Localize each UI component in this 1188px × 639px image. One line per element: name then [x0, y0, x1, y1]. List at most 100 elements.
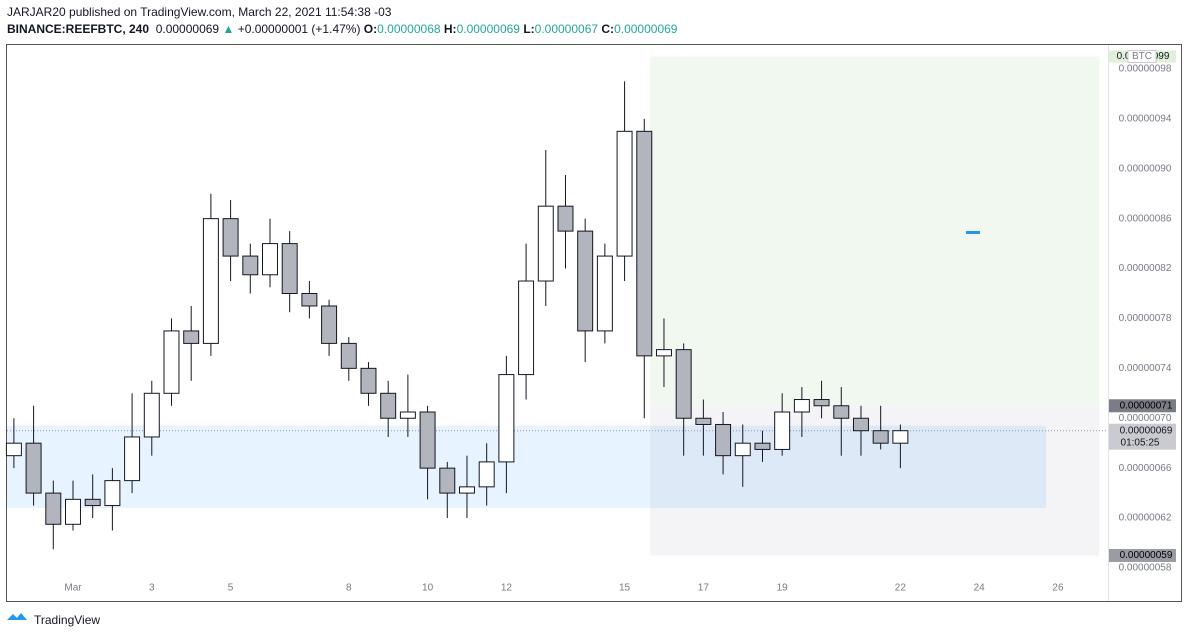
target-unit: BTC	[1132, 51, 1152, 62]
candle-body	[163, 330, 180, 394]
candle-body	[557, 205, 574, 232]
x-tick-label: 17	[698, 583, 710, 594]
x-tick-label: 24	[974, 583, 986, 594]
candle-body	[439, 467, 456, 494]
current-box	[1109, 423, 1176, 450]
symbol: BINANCE:REEFBTC, 240	[7, 22, 150, 36]
candle-body	[498, 374, 515, 463]
candle-body	[183, 330, 200, 344]
range-box	[7, 425, 1047, 509]
candle-body	[262, 243, 278, 276]
target-zone	[650, 56, 1100, 406]
unit-badge	[1127, 49, 1157, 63]
candle-body	[380, 392, 397, 419]
x-tick-label: 26	[1052, 583, 1064, 594]
publish-text: JARJAR20 published on TradingView.com, M…	[7, 5, 392, 19]
candle-body	[104, 480, 121, 507]
l-label: L:	[523, 22, 535, 36]
candle-body	[124, 436, 141, 482]
candle-body	[143, 392, 160, 438]
candle-body	[636, 130, 653, 357]
y-tick-label: 0.00000062	[1119, 513, 1172, 524]
ohlc-line: BINANCE:REEFBTC, 240 0.00000069 ▲ +0.000…	[7, 22, 677, 36]
y-tick-label: 0.00000086	[1119, 213, 1172, 224]
publish-line: JARJAR20 published on TradingView.com, M…	[7, 5, 391, 19]
y-tick-label: 0.00000070	[1119, 413, 1172, 424]
candle-body	[793, 399, 810, 413]
candle-body	[833, 405, 850, 419]
h: 0.00000069	[456, 22, 520, 36]
candle-body	[577, 230, 594, 332]
candle-body	[655, 349, 672, 357]
candle-body	[734, 442, 751, 457]
c: 0.00000069	[614, 22, 678, 36]
y-tick-label: 0.00000082	[1119, 263, 1172, 274]
candle-body	[892, 430, 909, 444]
last: 0.00000069	[155, 22, 220, 36]
candle-body	[340, 342, 357, 369]
x-tick-label: 19	[777, 583, 789, 594]
candle-body	[301, 292, 318, 307]
candle-body	[360, 367, 377, 394]
frame	[6, 44, 1182, 602]
change: +0.00000001 (+1.47%)	[237, 22, 361, 36]
entry-label: 0.00000071	[1120, 400, 1173, 411]
y-tick-label: 0.00000058	[1119, 563, 1172, 574]
o: 0.00000068	[377, 22, 441, 36]
x-tick-label: 8	[346, 583, 352, 594]
candle-body	[45, 492, 62, 525]
y-tick-label: 0.00000066	[1119, 463, 1172, 474]
y-tick-label: 0.00000098	[1119, 64, 1172, 75]
candle-body	[222, 218, 239, 257]
blue-dash	[966, 231, 980, 234]
x-tick-label: 5	[228, 583, 234, 594]
candle-body	[281, 243, 298, 294]
candle-body	[458, 486, 475, 494]
y-tick-label: 0.00000090	[1119, 163, 1172, 174]
o-label: O:	[363, 22, 378, 36]
candle-body	[5, 442, 22, 457]
brand: TradingView	[34, 613, 100, 627]
candle-body	[419, 411, 436, 469]
candle-body	[84, 498, 101, 507]
x-tick-label: 3	[149, 583, 155, 594]
candle-body	[518, 280, 535, 376]
candle-body	[242, 255, 259, 276]
current-label: 0.00000069	[1120, 425, 1173, 436]
candle-body	[596, 255, 613, 332]
candle-body	[399, 411, 416, 419]
x-tick-label: 10	[422, 583, 434, 594]
arrow: ▲	[222, 22, 235, 36]
candle-body	[774, 411, 791, 450]
candle-body	[65, 498, 81, 525]
candle-body	[537, 205, 554, 282]
y-tick-label: 0.00000074	[1119, 363, 1172, 374]
x-tick-label: 15	[619, 583, 631, 594]
candle-body	[715, 423, 732, 457]
x-tick-label: Mar	[64, 583, 82, 594]
candle-body	[852, 417, 869, 432]
y-tick-label: 0.00000078	[1119, 313, 1172, 324]
stop-label: 0.00000059	[1120, 550, 1173, 561]
l: 0.00000067	[534, 22, 599, 36]
c-label: C:	[601, 22, 615, 36]
countdown: 01:05:25	[1121, 437, 1160, 448]
candle-body	[675, 349, 692, 419]
candle-body	[872, 430, 889, 444]
x-tick-label: 12	[501, 583, 513, 594]
y-tick-label: 0.00000094	[1119, 113, 1172, 124]
entry-box	[1109, 399, 1176, 413]
candle-body	[25, 442, 42, 494]
candle-body	[202, 218, 219, 344]
candle-body	[478, 461, 495, 488]
candle-body	[813, 399, 830, 407]
x-tick-label: 22	[895, 583, 907, 594]
stop-box	[1109, 548, 1176, 562]
logo	[7, 613, 27, 620]
candle-body	[754, 442, 771, 450]
candle-body	[321, 305, 338, 344]
candle-body	[616, 130, 633, 257]
candle-body	[695, 417, 712, 425]
